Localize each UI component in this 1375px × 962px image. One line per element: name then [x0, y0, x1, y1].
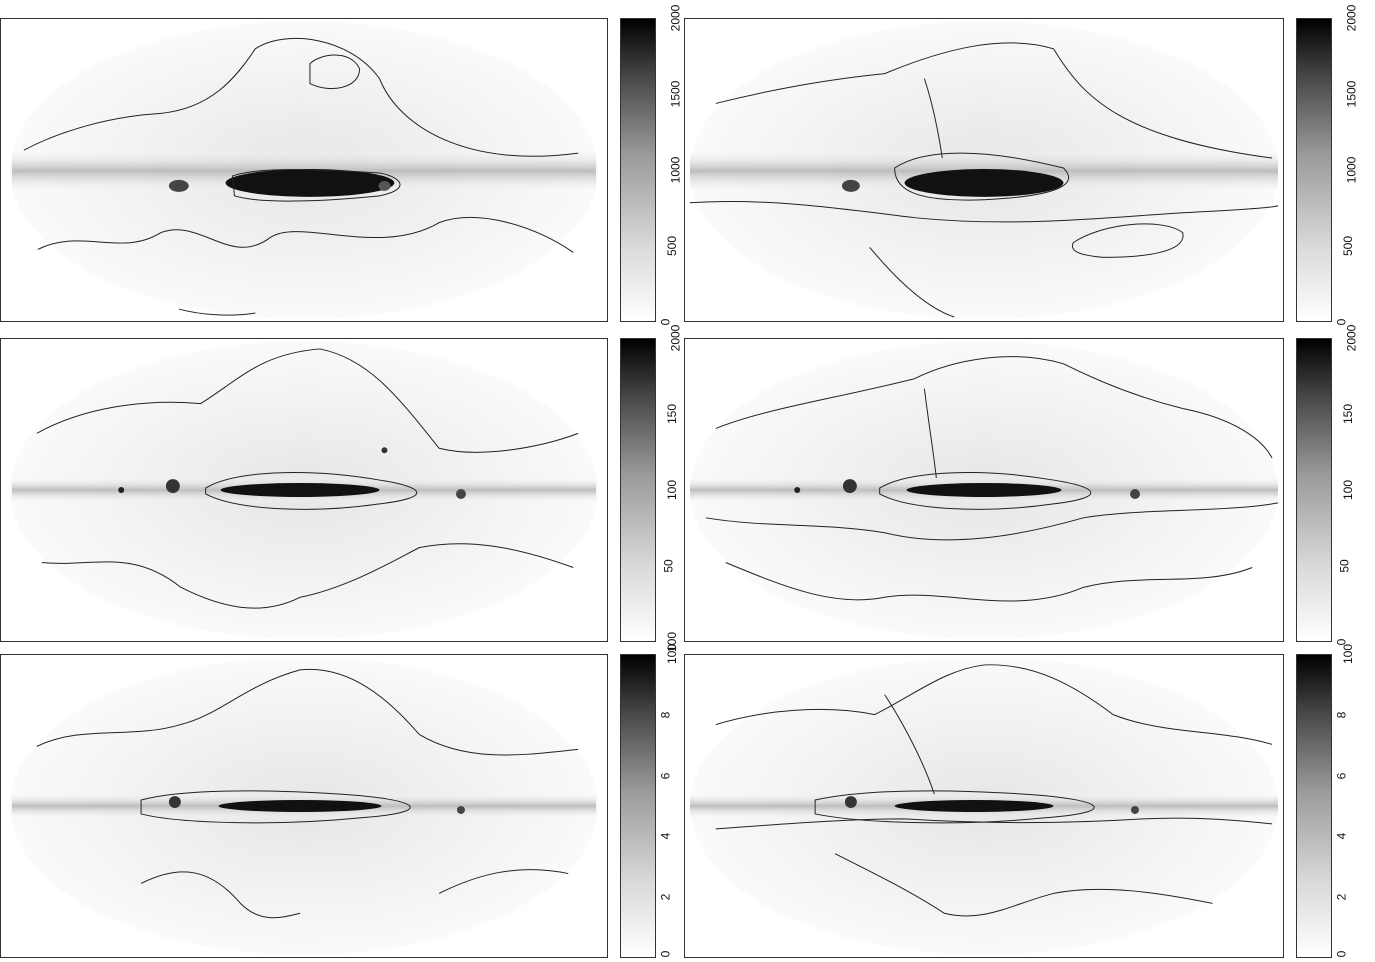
- tick-label: 6: [658, 772, 673, 780]
- colorbar: [620, 338, 656, 642]
- colorbar: [1296, 654, 1332, 958]
- tick-label: 2000: [668, 4, 683, 32]
- mollweide-map: [9, 20, 599, 320]
- sky-map-row1-right: [684, 18, 1284, 322]
- galactic-center: [906, 483, 1062, 497]
- contour-line: [715, 817, 1273, 830]
- colorbar-ticks: 2000 150 100 50 100: [658, 325, 683, 652]
- contour-line: [705, 502, 1279, 541]
- tick-label: 100: [665, 643, 680, 665]
- mollweide-map: [9, 340, 599, 640]
- contour-line: [37, 217, 574, 253]
- sky-map-row2-left: [0, 338, 608, 642]
- sky-map-row2-right: [684, 338, 1284, 642]
- tick-label: 150: [665, 403, 680, 425]
- contour-line: [23, 38, 579, 157]
- tick-label: 8: [1334, 711, 1349, 719]
- colorbar: [620, 18, 656, 322]
- tick-label: 0: [658, 950, 673, 958]
- colorbar-ticks: 100 8 6 4 2 0: [658, 644, 682, 958]
- contour-line: [715, 664, 1273, 745]
- tick-label: 6: [1334, 772, 1349, 780]
- mollweide-map: [689, 656, 1279, 956]
- tick-label: 2000: [1344, 324, 1359, 352]
- tick-label: 1000: [668, 156, 683, 184]
- tick-label: 8: [658, 711, 673, 719]
- tick-label: 1500: [1344, 80, 1359, 108]
- tick-label: 500: [1341, 235, 1356, 257]
- tick-label: 2: [1334, 893, 1349, 901]
- tick-label: 1500: [668, 80, 683, 108]
- galactic-center: [894, 800, 1054, 812]
- contour-line: [140, 871, 301, 919]
- tick-label: 0: [1334, 950, 1349, 958]
- contour-line: [41, 543, 574, 609]
- tick-label: 4: [1334, 832, 1349, 840]
- contour-line: [36, 668, 579, 756]
- tick-label: 4: [658, 832, 673, 840]
- tick-label: 150: [1341, 403, 1356, 425]
- tick-label: 50: [661, 559, 676, 573]
- galactic-center: [904, 169, 1064, 197]
- colorbar-ticks: 2000 150 100 50 0: [1334, 325, 1358, 646]
- galactic-center: [225, 169, 395, 197]
- tick-label: 50: [1337, 559, 1352, 573]
- colorbar-ticks: 2000 1500 1000 500 0: [1334, 5, 1359, 326]
- mollweide-map: [9, 656, 599, 956]
- sky-map-row3-right: [684, 654, 1284, 958]
- tick-label: 100: [1341, 643, 1356, 665]
- tick-label: 2: [658, 893, 673, 901]
- mollweide-map: [689, 20, 1279, 320]
- colorbar-ticks: 100 8 6 4 2 0: [1334, 644, 1358, 958]
- tick-label: 500: [665, 235, 680, 257]
- sky-map-row3-left: [0, 654, 608, 958]
- colorbar-ticks: 2000 1500 1000 500 0: [658, 5, 683, 326]
- galactic-center: [218, 800, 382, 812]
- colorbar: [1296, 338, 1332, 642]
- sky-map-row1-left: [0, 18, 608, 322]
- tick-label: 100: [665, 479, 680, 501]
- mollweide-map: [689, 340, 1279, 640]
- colorbar: [1296, 18, 1332, 322]
- contour-line: [715, 356, 1273, 459]
- contour-line: [689, 200, 1279, 223]
- tick-label: 1000: [1344, 156, 1359, 184]
- colorbar: [620, 654, 656, 958]
- contour-line: [36, 348, 579, 453]
- galactic-center: [220, 483, 380, 497]
- contour-line: [715, 42, 1273, 159]
- tick-label: 2000: [668, 324, 683, 352]
- tick-label: 100: [1341, 479, 1356, 501]
- tick-label: 2000: [1344, 4, 1359, 32]
